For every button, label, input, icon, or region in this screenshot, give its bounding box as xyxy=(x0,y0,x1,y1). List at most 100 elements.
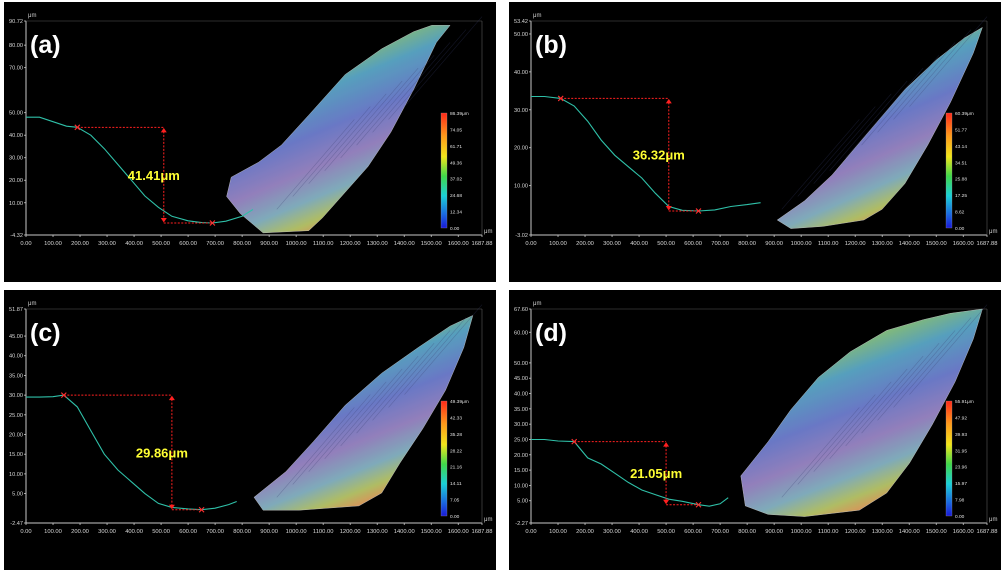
colorbar-label: 0.00 xyxy=(450,226,460,232)
colorbar-label: 34.51 xyxy=(955,160,967,166)
x-tick-label: 0.00 xyxy=(525,241,536,247)
x-tick-label: 1200.00 xyxy=(845,241,866,247)
x-tick-label: 1100.00 xyxy=(313,529,334,535)
surface-texture-streak xyxy=(861,343,940,434)
colorbar-label: 21.16 xyxy=(450,465,462,471)
surface-texture-streak xyxy=(845,67,924,159)
y-tick-label: -2.47 xyxy=(10,521,23,527)
y-tick-label: 25.00 xyxy=(514,437,528,443)
panel-label: (d) xyxy=(535,319,567,347)
colorbar-label: 31.95 xyxy=(955,448,967,454)
y-tick-label: 30.00 xyxy=(514,108,528,114)
y-tick-label: 45.00 xyxy=(514,376,528,382)
y-unit-label: μm xyxy=(28,301,36,307)
surface-3d-render xyxy=(226,25,451,234)
profile-panel-c: μm μm -2.47 5.00 10.00 15.00 20.00 25.00 30.00 35… xyxy=(4,290,496,570)
x-tick-label: 1600.00 xyxy=(448,529,469,535)
x-tick-label: 700.00 xyxy=(711,529,729,535)
y-tick-label: 20.00 xyxy=(514,453,528,459)
y-tick-label: 20.00 xyxy=(9,433,23,439)
x-tick-label: 400.00 xyxy=(630,241,648,247)
colorbar-label: 43.14 xyxy=(955,144,967,150)
surface-texture-streak xyxy=(324,368,403,459)
y-tick-label: 30.00 xyxy=(9,156,23,162)
chart-svg-b: μm μm -3.02 10.00 20.00 30.00 40.00 50.00 53.42 0… xyxy=(514,13,998,247)
x-tick-label: 1500.00 xyxy=(926,241,947,247)
surface-texture-streak xyxy=(909,16,988,107)
x-tick-label: 1600.00 xyxy=(953,529,974,535)
x-tick-label: 1687.88 xyxy=(977,241,998,247)
colorbar xyxy=(945,112,953,229)
surface-texture-streak xyxy=(356,343,435,434)
x-tick-label: 300.00 xyxy=(98,529,116,535)
x-tick-label: 1000.00 xyxy=(791,241,812,247)
x-tick-label: 200.00 xyxy=(576,241,594,247)
y-tick-label: 5.00 xyxy=(517,499,528,505)
profile-line xyxy=(531,95,761,212)
surface-texture-streak xyxy=(813,381,892,472)
surface-texture-streak xyxy=(813,93,892,184)
y-tick-label: 51.87 xyxy=(9,307,23,313)
y-tick-label: 67.60 xyxy=(514,307,528,313)
x-tick-label: 1400.00 xyxy=(394,241,415,247)
x-tick-label: 1400.00 xyxy=(394,529,415,535)
panel-label: (a) xyxy=(30,31,61,59)
x-tick-label: 600.00 xyxy=(179,529,197,535)
x-tick-label: 1300.00 xyxy=(367,241,388,247)
y-tick-label: 15.00 xyxy=(9,452,23,458)
y-tick-label: 20.00 xyxy=(514,146,528,152)
x-tick-label: 900.00 xyxy=(765,241,783,247)
x-tick-label: 1300.00 xyxy=(872,241,893,247)
y-tick-label: 40.00 xyxy=(9,354,23,360)
x-tick-label: 200.00 xyxy=(576,529,594,535)
y-tick-label: 20.00 xyxy=(9,178,23,184)
x-tick-label: 700.00 xyxy=(206,241,224,247)
y-tick-label: 10.00 xyxy=(9,201,23,207)
y-tick-label: -3.02 xyxy=(515,233,528,239)
y-tick-label: 35.00 xyxy=(9,373,23,379)
y-tick-label: 53.42 xyxy=(514,19,528,25)
surface-texture-streak xyxy=(372,330,451,421)
colorbar-label: 15.97 xyxy=(955,481,967,487)
y-tick-label: 10.00 xyxy=(514,184,528,190)
colorbar-label: 49.36 xyxy=(450,160,462,166)
depth-arrow-head-down xyxy=(665,206,672,211)
x-tick-label: 600.00 xyxy=(684,241,702,247)
surface-texture-streak xyxy=(829,368,908,459)
depth-value-label: 21.05μm xyxy=(630,466,682,481)
x-tick-label: 500.00 xyxy=(152,529,170,535)
surface-texture-streak xyxy=(340,355,419,447)
surface-texture-streak xyxy=(388,317,467,408)
surface-texture-streak xyxy=(893,317,972,408)
colorbar-label: 60.39μm xyxy=(955,111,974,117)
surface-texture-streak xyxy=(292,106,371,197)
x-tick-label: 500.00 xyxy=(657,529,675,535)
colorbar-label: 37.02 xyxy=(450,177,462,183)
surface-3d-render xyxy=(253,315,474,511)
x-tick-label: 1600.00 xyxy=(448,241,469,247)
x-tick-label: 900.00 xyxy=(260,241,278,247)
x-tick-label: 1500.00 xyxy=(926,529,947,535)
x-tick-label: 1100.00 xyxy=(818,241,839,247)
y-tick-label: 10.00 xyxy=(9,472,23,478)
x-tick-label: 600.00 xyxy=(179,241,197,247)
profile-line xyxy=(26,116,254,224)
x-tick-label: 1200.00 xyxy=(340,241,361,247)
y-tick-label: -2.27 xyxy=(515,521,528,527)
depth-value-label: 29.86μm xyxy=(136,445,188,460)
colorbar-label: 7.05 xyxy=(450,498,460,504)
x-tick-label: 1000.00 xyxy=(791,529,812,535)
x-tick-label: 400.00 xyxy=(125,241,143,247)
colorbar-label: 24.68 xyxy=(450,193,462,199)
surface-texture-streak xyxy=(404,304,483,395)
colorbar-label: 0.00 xyxy=(955,226,965,232)
x-tick-label: 500.00 xyxy=(152,241,170,247)
depth-arrow-head-down xyxy=(663,499,670,505)
x-unit-label: μm xyxy=(484,229,492,235)
chart-svg-c: μm μm -2.47 5.00 10.00 15.00 20.00 25.00 30.00 35… xyxy=(9,301,492,535)
y-tick-label: 50.00 xyxy=(514,32,528,38)
depth-arrow-head-down xyxy=(160,218,167,223)
y-tick-label: 15.00 xyxy=(514,468,528,474)
marker-low xyxy=(209,220,216,226)
y-unit-label: μm xyxy=(533,13,541,19)
